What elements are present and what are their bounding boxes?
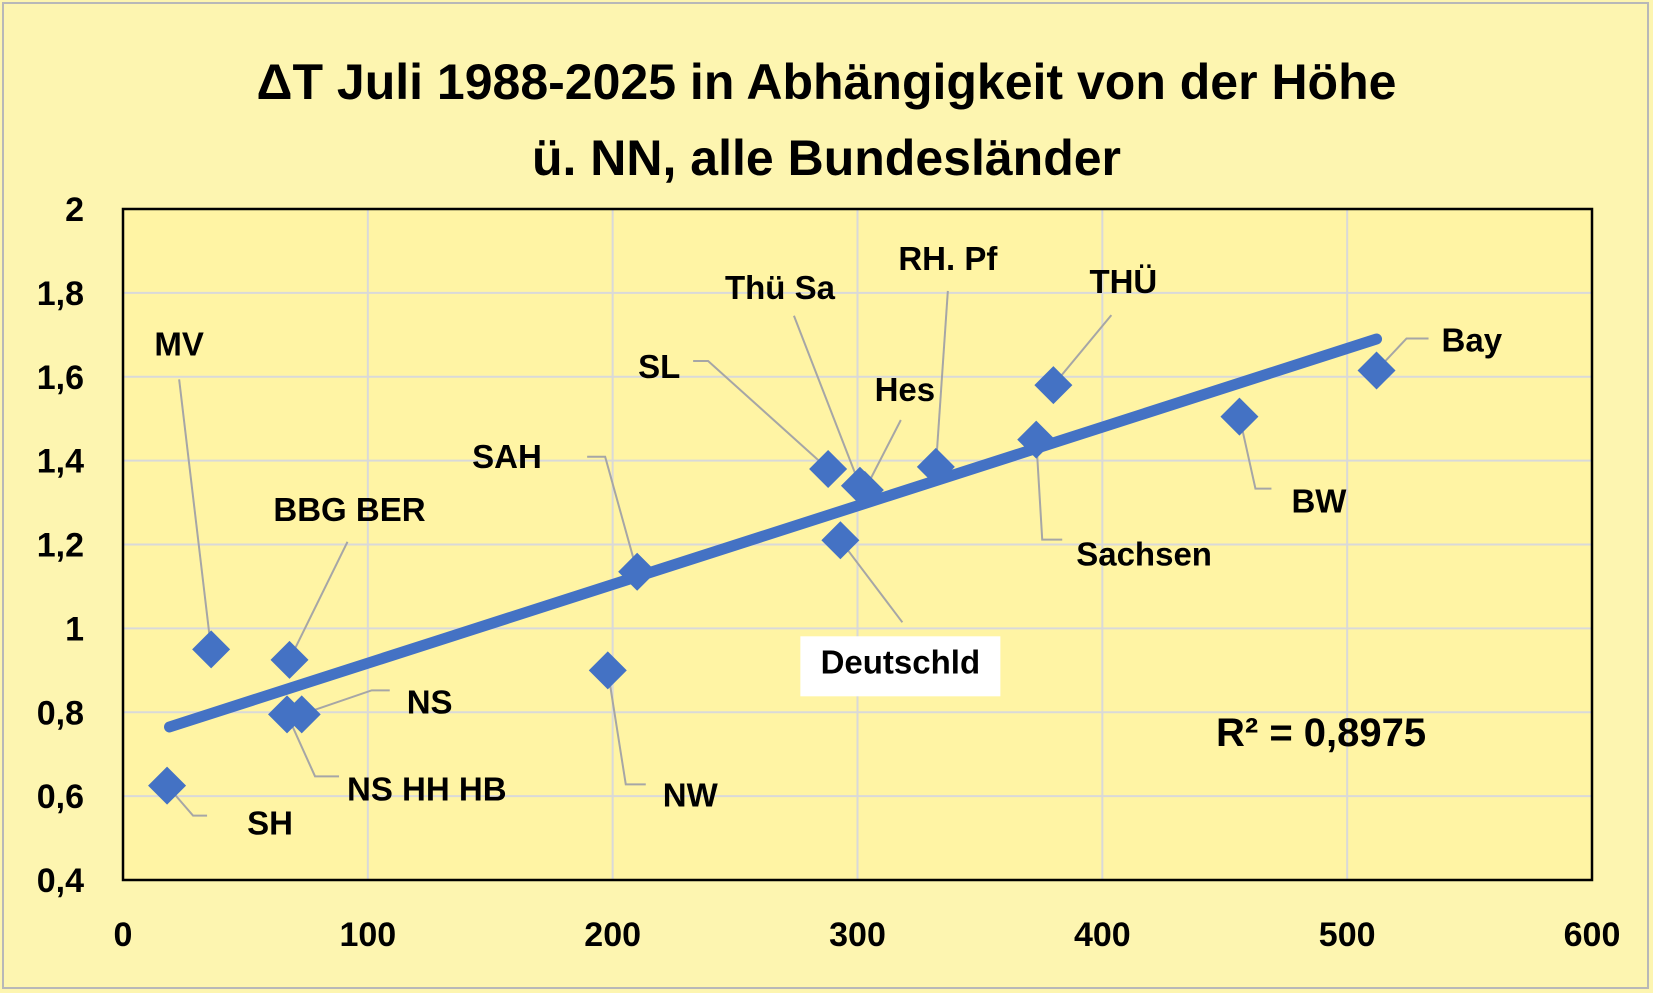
y-tick-label: 2 xyxy=(65,191,84,229)
data-point-marker xyxy=(192,630,231,669)
data-point-marker xyxy=(821,521,860,560)
data-label: MV xyxy=(154,325,204,362)
y-tick-label: 1,4 xyxy=(37,443,84,481)
data-point-marker xyxy=(148,766,187,805)
data-label-background xyxy=(800,636,1001,697)
data-labels: SH MV BBG BER NS HH HB NS NW SAH SL Deutschld Thü… xyxy=(154,240,1502,842)
x-tick-label: 500 xyxy=(1319,916,1376,954)
data-markers xyxy=(148,351,1396,805)
chart-title-line1: ΔT Juli 1988-2025 in Abhängigkeit von de… xyxy=(256,54,1397,110)
r-squared-label: R² = 0,8975 xyxy=(1216,711,1426,755)
leader-line xyxy=(288,541,349,661)
leader-line xyxy=(286,713,340,778)
leader-line xyxy=(839,539,904,623)
x-tick-label: 400 xyxy=(1074,916,1131,954)
data-label: Bay xyxy=(1442,321,1503,358)
leader-line xyxy=(934,290,949,467)
data-point-marker xyxy=(270,640,309,679)
leader-line xyxy=(1238,416,1272,490)
y-tick-label: 1 xyxy=(65,610,84,648)
chart-title-line2: ü. NN, alle Bundesländer xyxy=(531,130,1121,186)
leader-line xyxy=(301,689,390,716)
x-tick-label: 100 xyxy=(339,916,396,954)
data-point-marker xyxy=(916,447,955,486)
leader-line xyxy=(178,379,213,650)
data-label: NS HH HB xyxy=(347,770,507,807)
x-tick-label: 0 xyxy=(114,916,133,954)
data-label: NW xyxy=(663,776,719,813)
leader-line xyxy=(693,360,829,470)
leader-line xyxy=(1035,439,1063,541)
leader-line xyxy=(606,670,646,786)
x-tick-label: 200 xyxy=(584,916,641,954)
leader-line xyxy=(587,455,639,573)
data-label: Thü Sa xyxy=(725,269,836,306)
data-point-marker xyxy=(1034,366,1073,405)
data-label: THÜ xyxy=(1089,263,1157,300)
x-tick-label: 600 xyxy=(1564,916,1621,954)
data-label: RH. Pf xyxy=(898,240,998,277)
data-label: SH xyxy=(247,805,293,842)
data-label: Deutschld xyxy=(821,643,981,680)
data-label: Hes xyxy=(875,371,936,408)
trendline xyxy=(164,333,1383,733)
data-label: SAH xyxy=(472,438,542,475)
data-point-marker xyxy=(618,552,657,591)
leader-line xyxy=(1375,337,1429,372)
data-label: BW xyxy=(1291,483,1347,520)
x-tick-label: 300 xyxy=(829,916,886,954)
plot-border xyxy=(121,207,1594,882)
leader-line xyxy=(1052,314,1113,386)
data-point-marker xyxy=(588,651,627,690)
data-point-marker xyxy=(809,450,848,489)
y-tick-label: 0,8 xyxy=(37,694,84,732)
y-tick-label: 1,2 xyxy=(37,527,84,565)
data-point-marker xyxy=(1017,420,1056,459)
y-tick-label: 1,6 xyxy=(37,359,84,397)
data-label: Sachsen xyxy=(1076,536,1212,573)
data-label: NS xyxy=(407,683,453,720)
data-label: BBG BER xyxy=(273,491,425,528)
data-label: SL xyxy=(638,348,680,385)
data-point-marker xyxy=(845,470,884,509)
y-tick-label: 0,4 xyxy=(37,862,84,900)
leader-line xyxy=(793,315,861,487)
y-tick-label: 0,6 xyxy=(37,778,84,816)
y-tick-label: 1,8 xyxy=(37,275,84,313)
data-point-marker xyxy=(1220,397,1259,436)
data-point-marker xyxy=(282,695,321,734)
data-point-marker xyxy=(1357,351,1396,390)
chart-title: ΔT Juli 1988-2025 in Abhängigkeit von de… xyxy=(0,44,1653,196)
